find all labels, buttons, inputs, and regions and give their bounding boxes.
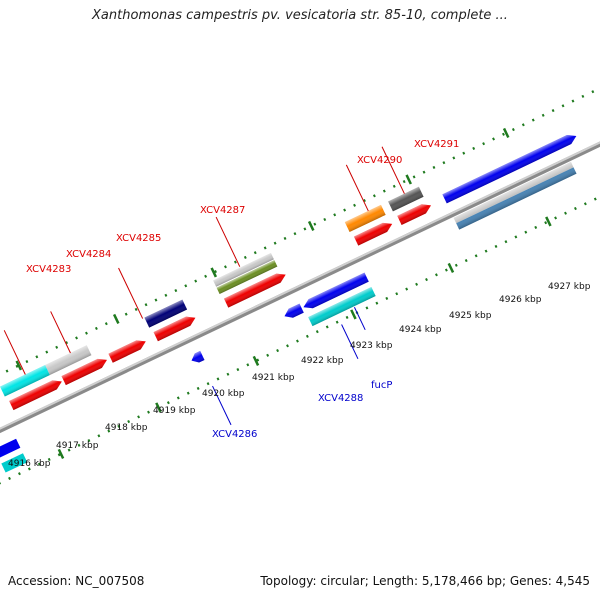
major-tick-4920: [350, 309, 357, 320]
major-tick-4917: [57, 448, 65, 459]
major-tick-4919: [252, 355, 260, 366]
gene-label-xcv4283[interactable]: XCV4283: [26, 264, 71, 275]
major-tick-4918: [155, 402, 162, 413]
major-tick-4920: [307, 220, 315, 232]
tick-label-4923: 4923 kbp: [350, 341, 393, 351]
gene-labels: XCV4283 XCV4284 XCV4285 XCV4287 XCV4290 …: [26, 139, 459, 440]
plus-strand-genes: [0, 134, 577, 411]
gene-label-xcv4290[interactable]: XCV4290: [357, 155, 402, 166]
tick-label-4922: 4922 kbp: [301, 356, 344, 366]
major-ticks-plus: [15, 127, 510, 371]
gene-label-xcv4291[interactable]: XCV4291: [414, 139, 459, 150]
gene-label-xcv4285[interactable]: XCV4285: [116, 233, 161, 244]
major-tick-4918: [112, 313, 120, 324]
kbp-labels: 4916 kbp 4917 kbp 4918 kbp 4919 kbp 4920…: [8, 282, 591, 469]
genome-summary-text: Topology: circular; Length: 5,178,466 bp…: [260, 574, 590, 588]
gene-label-xcv4287[interactable]: XCV4287: [200, 205, 245, 216]
major-tick-4922: [502, 127, 510, 139]
plus-tick-row: [0, 44, 600, 439]
major-tick-4922: [545, 216, 552, 227]
tick-label-4926: 4926 kbp: [499, 295, 542, 305]
major-tick-4921: [447, 262, 455, 273]
gene-label-xcv4284[interactable]: XCV4284: [66, 249, 111, 260]
major-tick-4917: [15, 360, 23, 371]
tick-label-4919: 4919 kbp: [153, 406, 196, 416]
tick-label-4920: 4920 kbp: [202, 389, 245, 399]
gene-label-xcv4288[interactable]: XCV4288: [318, 393, 363, 404]
tick-label-4918: 4918 kbp: [105, 423, 148, 433]
major-ticks-minus: [57, 216, 552, 459]
tick-label-4916: 4916 kbp: [8, 459, 51, 469]
gene-label-xcv4286[interactable]: XCV4286: [212, 429, 257, 440]
major-tick-4919: [210, 267, 218, 278]
map-title: Xanthomonas campestris pv. vesicatoria s…: [92, 8, 508, 23]
tick-label-4924: 4924 kbp: [399, 325, 442, 335]
tick-label-4925: 4925 kbp: [449, 311, 492, 321]
gene-block-minus-left-cyan[interactable]: [1, 453, 28, 473]
major-tick-4921: [405, 174, 412, 185]
minus-strand-genes: [0, 161, 577, 473]
tick-label-4921: 4921 kbp: [252, 373, 295, 383]
genome-backbone: [0, 89, 600, 486]
gene-label-fucp[interactable]: fucP: [371, 380, 392, 391]
label-leaders: [3, 146, 405, 426]
tick-label-4917: 4917 kbp: [56, 441, 99, 451]
accession-text: Accession: NC_007508: [8, 574, 145, 588]
tick-label-4927: 4927 kbp: [548, 282, 591, 292]
gene-arrow-minus-left-edge[interactable]: [0, 438, 21, 459]
